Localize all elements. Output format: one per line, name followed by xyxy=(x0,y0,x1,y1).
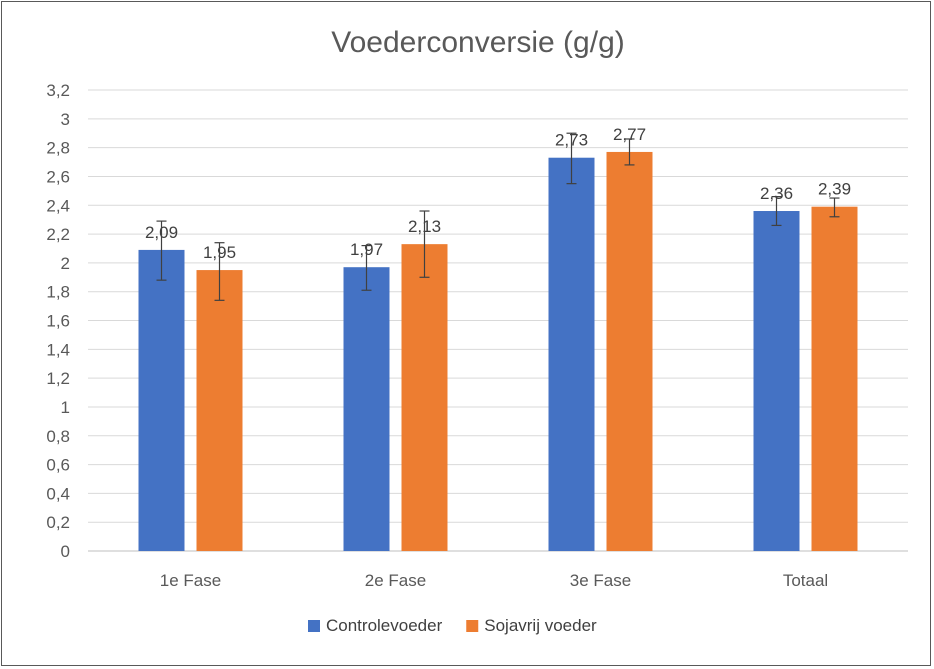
bar xyxy=(138,249,185,552)
x-tick-label: 2e Fase xyxy=(365,571,426,590)
chart-title: Voederconversie (g/g) xyxy=(331,26,625,59)
y-tick-label: 1,6 xyxy=(46,312,70,331)
data-label: 2,73 xyxy=(555,131,588,150)
legend-swatch xyxy=(308,620,320,632)
y-axis-ticks: 0 0,2 0,4 0,6 0,8 1 1,2 1,4 1,6 1,8 2 2,2 2,4 2,6 2,8 3… xyxy=(46,81,70,561)
data-label: 2,13 xyxy=(408,217,441,236)
y-tick-label: 2,8 xyxy=(46,139,70,158)
x-tick-label: Totaal xyxy=(783,571,828,590)
y-tick-label: 2,6 xyxy=(46,167,70,186)
x-axis-ticks: 1e Fase 2e Fase 3e Fase Totaal xyxy=(160,571,828,590)
data-label: 2,77 xyxy=(613,125,646,144)
x-tick-label: 1e Fase xyxy=(160,571,221,590)
bar xyxy=(196,270,243,551)
y-tick-label: 0,8 xyxy=(46,427,70,446)
y-tick-label: 0 xyxy=(61,542,70,561)
bars xyxy=(138,151,858,552)
y-tick-label: 3 xyxy=(61,110,70,129)
y-tick-label: 3,2 xyxy=(46,81,70,100)
bar xyxy=(606,151,653,551)
y-tick-label: 2,2 xyxy=(46,225,70,244)
data-label: 2,36 xyxy=(760,184,793,203)
legend: Controlevoeder Sojavrij voeder xyxy=(308,616,597,635)
bar xyxy=(401,244,448,551)
x-tick-label: 3e Fase xyxy=(570,571,631,590)
error-bars xyxy=(156,132,840,301)
data-label: 2,39 xyxy=(818,180,851,199)
legend-label: Sojavrij voeder xyxy=(484,616,597,635)
y-tick-label: 2 xyxy=(61,254,70,273)
y-tick-label: 0,6 xyxy=(46,456,70,475)
legend-swatch xyxy=(466,620,479,632)
y-tick-label: 0,2 xyxy=(46,513,70,532)
y-tick-label: 2,4 xyxy=(46,196,70,215)
data-label: 1,95 xyxy=(203,243,236,262)
bar xyxy=(343,267,390,551)
y-tick-label: 1,8 xyxy=(46,283,70,302)
y-tick-label: 1,4 xyxy=(46,340,70,359)
data-labels: 2,09 1,95 1,97 2,13 2,73 2,77 2,36 2,39 xyxy=(145,125,851,262)
y-tick-label: 1,2 xyxy=(46,369,70,388)
data-label: 1,97 xyxy=(350,240,383,259)
data-label: 2,09 xyxy=(145,223,178,242)
y-tick-label: 0,4 xyxy=(46,484,70,503)
legend-label: Controlevoeder xyxy=(326,616,443,635)
bar xyxy=(753,211,800,551)
bar xyxy=(811,206,858,552)
bar xyxy=(548,157,595,551)
y-tick-label: 1 xyxy=(61,398,70,417)
